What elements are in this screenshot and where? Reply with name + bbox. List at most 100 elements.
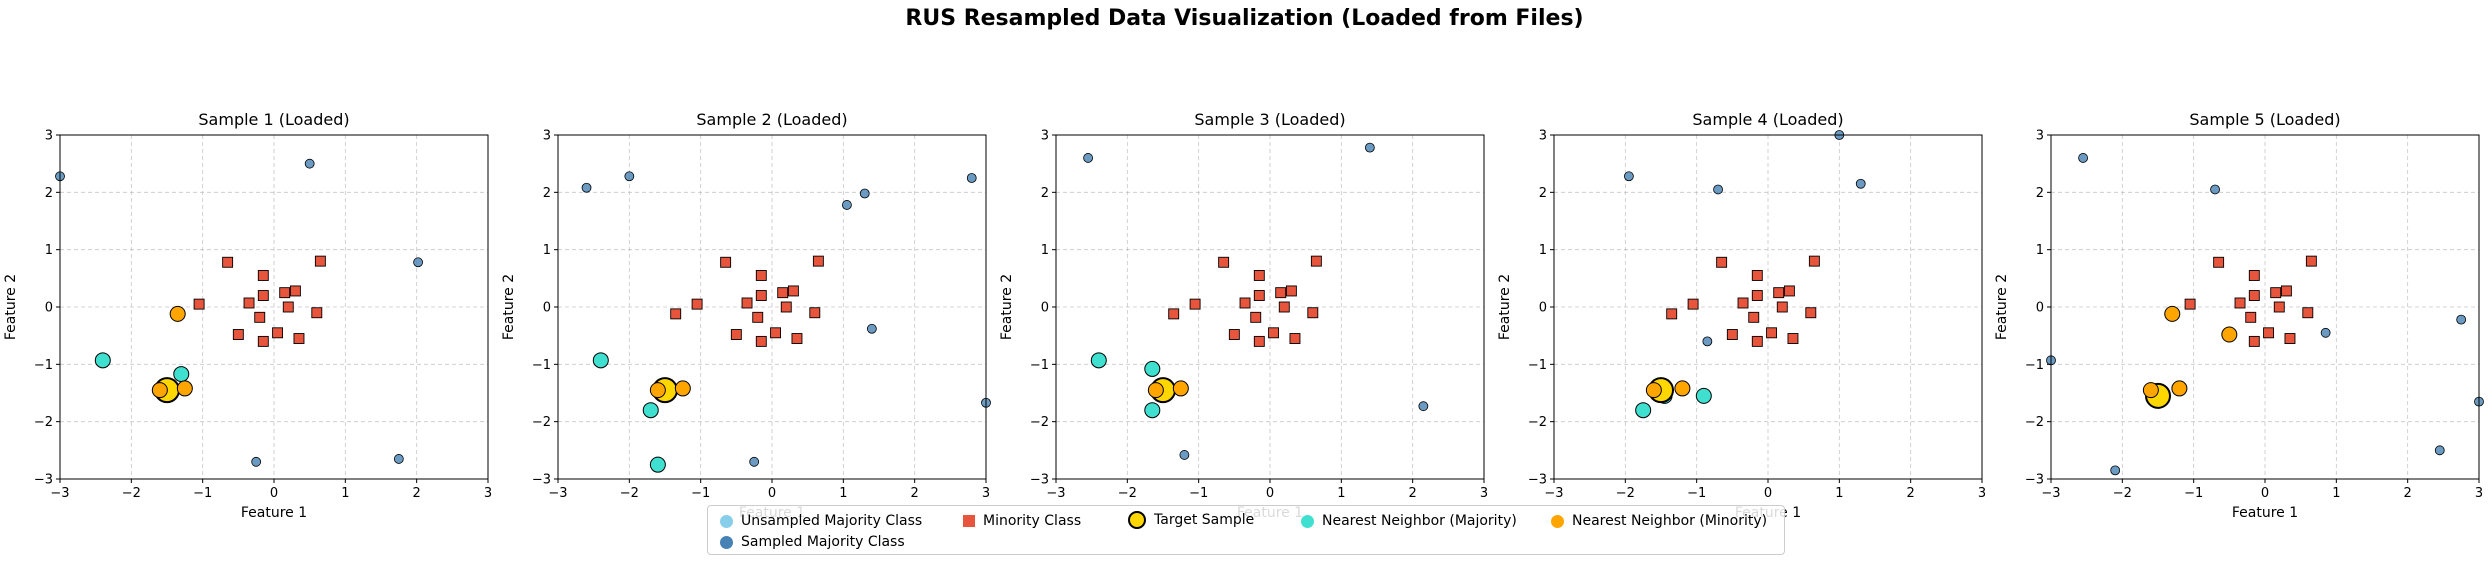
x-tick-label: 0 <box>1764 486 1772 501</box>
sampled-majority-point <box>581 182 592 193</box>
y-tick-label: 3 <box>2036 129 2044 144</box>
sampled-majority-point <box>966 173 977 183</box>
nn-majority-point <box>1144 402 1161 419</box>
x-axis-label: Feature 1 <box>241 505 307 521</box>
minority-point <box>2248 335 2260 347</box>
chart-title: Sample 5 (Loaded) <box>2189 110 2340 129</box>
y-tick-label: −3 <box>2025 473 2044 488</box>
minority-point <box>1307 307 1319 319</box>
x-tick-label: −2 <box>2113 486 2132 501</box>
nn-minority-point <box>169 305 186 322</box>
minority-point <box>1726 329 1738 340</box>
minority-point <box>1751 335 1763 347</box>
y-tick-label: −1 <box>1030 358 1049 373</box>
minority-point <box>243 297 255 309</box>
minority-point <box>1278 301 1290 313</box>
legend: Unsampled Majority Class Sampled Majorit… <box>707 505 1785 555</box>
y-tick-label: −1 <box>2025 358 2044 373</box>
x-tick-label: 0 <box>768 486 776 501</box>
x-tick-label: 2 <box>413 486 421 501</box>
legend-item-nn-minority: Nearest Neighbor (Minority) <box>1551 513 1767 529</box>
y-tick-label: −1 <box>34 358 53 373</box>
sampled-majority-point <box>1364 142 1375 153</box>
x-tick-label: 2 <box>911 486 919 501</box>
y-axis-label: Feature 2 <box>1497 274 1513 340</box>
y-tick-label: −2 <box>1030 415 1049 430</box>
y-tick-label: −3 <box>532 473 551 488</box>
nn-minority-point <box>2164 305 2181 322</box>
y-tick-label: 1 <box>1041 243 1049 258</box>
minority-point <box>2284 333 2296 344</box>
x-tick-label: −1 <box>691 486 710 501</box>
minority-point <box>1716 256 1728 268</box>
legend-item-sampled-majority: Sampled Majority Class <box>720 534 905 550</box>
y-tick-label: 2 <box>45 186 53 201</box>
sampled-majority-point <box>1702 336 1713 347</box>
chart-panel-3: −3 −2 −1 0 1 2 3 −3 −2 −1 0 1 2 3 Sample 3 (Loaded) Fea… <box>999 110 1488 521</box>
sampled-majority-point <box>1418 401 1429 412</box>
minority-point <box>1783 285 1795 297</box>
y-tick-label: 0 <box>2036 301 2044 316</box>
x-tick-label: 2 <box>1409 486 1417 501</box>
sampled-majority-point <box>2078 153 2089 163</box>
sampled-majority-point <box>1083 153 1093 163</box>
legend-item-unsampled-majority: Unsampled Majority Class <box>720 513 922 529</box>
minority-point <box>1275 287 1287 299</box>
y-axis-label: Feature 2 <box>3 274 19 340</box>
minority-point <box>2280 285 2292 297</box>
x-tick-label: 1 <box>341 486 349 501</box>
chart-title: Sample 2 (Loaded) <box>696 110 847 129</box>
y-tick-label: 2 <box>2036 186 2044 201</box>
minority-point <box>222 256 234 268</box>
legend-label-target: Target Sample <box>1154 512 1255 528</box>
x-tick-label: 3 <box>1480 486 1488 501</box>
x-tick-label: 1 <box>2332 486 2340 501</box>
minority-point <box>691 298 703 310</box>
minority-point <box>257 290 269 301</box>
minority-point <box>670 308 682 320</box>
y-tick-label: −2 <box>34 415 53 430</box>
sampled-majority-point <box>842 200 852 210</box>
sampled-majority-point <box>1713 184 1723 195</box>
legend-marker-minority <box>963 515 975 527</box>
minority-point <box>755 290 767 301</box>
y-tick-label: −2 <box>1528 415 1547 430</box>
x-tick-label: 3 <box>982 486 990 501</box>
minority-point <box>2302 307 2314 319</box>
minority-point <box>1289 333 1301 344</box>
y-tick-label: 1 <box>543 243 551 258</box>
nn-majority-point <box>1144 360 1161 377</box>
minority-point <box>777 287 789 299</box>
minority-point <box>282 301 294 313</box>
sampled-majority-point <box>1855 178 1866 189</box>
minority-point <box>1253 290 1265 301</box>
minority-point <box>1808 255 1820 267</box>
nn-minority-point <box>2171 380 2188 397</box>
minority-point <box>1253 335 1265 347</box>
nn-minority-point <box>674 380 691 397</box>
y-tick-label: −3 <box>1528 473 1547 488</box>
minority-point <box>1239 297 1251 309</box>
minority-point <box>2234 297 2246 309</box>
nn-majority-point <box>1635 402 1652 419</box>
figure-title: RUS Resampled Data Visualization (Loaded… <box>905 6 1584 31</box>
y-tick-label: 2 <box>1041 186 1049 201</box>
sampled-majority-point <box>1179 450 1190 460</box>
nn-minority-point <box>176 380 193 397</box>
minority-point <box>1751 270 1763 281</box>
minority-point <box>730 329 742 340</box>
y-tick-label: 0 <box>1041 301 1049 316</box>
chart-title: Sample 1 (Loaded) <box>198 110 349 129</box>
sampled-majority-point <box>1624 171 1634 182</box>
sampled-majority-point <box>624 171 635 182</box>
minority-point <box>1285 285 1297 297</box>
x-tick-label: 1 <box>1337 486 1345 501</box>
sampled-majority-point <box>859 188 870 199</box>
minority-point <box>1666 308 1678 320</box>
y-tick-label: 0 <box>1539 301 1547 316</box>
sampled-majority-point <box>2320 327 2331 338</box>
minority-point <box>1268 327 1280 339</box>
minority-point <box>2213 256 2225 268</box>
y-tick-label: −1 <box>532 358 551 373</box>
y-tick-label: 1 <box>45 243 53 258</box>
